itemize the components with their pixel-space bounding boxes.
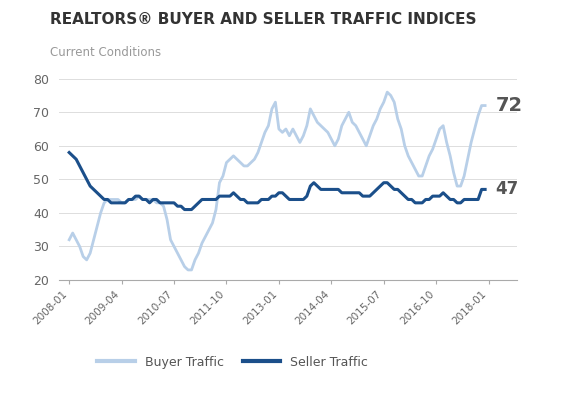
Line: Seller Traffic: Seller Traffic xyxy=(69,152,485,210)
Seller Traffic xyxy=(471,197,478,202)
Seller Traffic xyxy=(181,207,188,212)
Buyer Traffic xyxy=(401,144,408,148)
Seller Traffic xyxy=(153,197,160,202)
Buyer Traffic xyxy=(356,130,363,135)
Buyer Traffic xyxy=(177,258,184,262)
Legend: Buyer Traffic, Seller Traffic: Buyer Traffic, Seller Traffic xyxy=(92,350,373,374)
Text: 47: 47 xyxy=(495,180,519,198)
Seller Traffic xyxy=(177,204,184,208)
Buyer Traffic xyxy=(475,113,482,118)
Seller Traffic xyxy=(66,150,73,155)
Text: REALTORS® BUYER AND SELLER TRAFFIC INDICES: REALTORS® BUYER AND SELLER TRAFFIC INDIC… xyxy=(50,12,477,27)
Text: Current Conditions: Current Conditions xyxy=(50,46,161,59)
Buyer Traffic xyxy=(66,237,73,242)
Buyer Traffic xyxy=(300,133,307,138)
Seller Traffic xyxy=(481,187,488,192)
Buyer Traffic xyxy=(184,268,191,272)
Seller Traffic xyxy=(356,190,363,195)
Seller Traffic xyxy=(300,197,307,202)
Text: 72: 72 xyxy=(495,96,522,115)
Line: Buyer Traffic: Buyer Traffic xyxy=(69,92,485,270)
Buyer Traffic xyxy=(481,103,488,108)
Buyer Traffic xyxy=(384,90,391,94)
Buyer Traffic xyxy=(153,200,160,205)
Seller Traffic xyxy=(398,190,405,195)
